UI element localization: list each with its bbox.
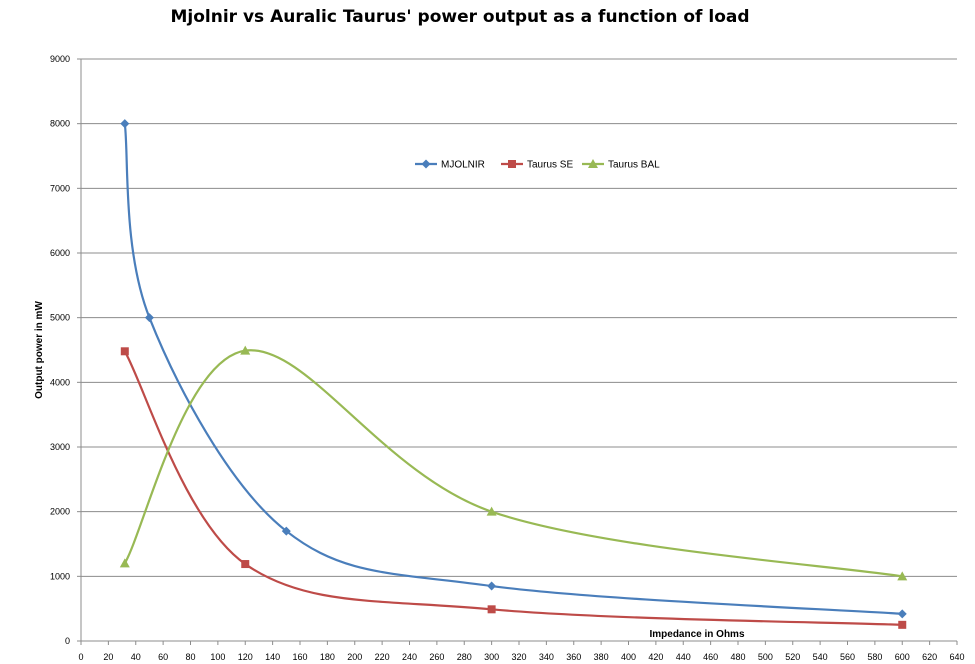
x-tick-label: 460	[703, 652, 718, 662]
legend-item-taurus-bal: Taurus BAL	[582, 159, 660, 171]
x-tick-label: 500	[758, 652, 773, 662]
y-tick-label: 9000	[50, 54, 70, 64]
legend-label-taurus-se: Taurus SE	[527, 160, 573, 171]
x-tick-label: 440	[676, 652, 691, 662]
x-tick-label: 600	[895, 652, 910, 662]
x-tick-label: 20	[103, 652, 113, 662]
data-point-taurus-bal	[240, 345, 251, 355]
x-tick-label: 380	[594, 652, 609, 662]
x-tick-label: 640	[949, 652, 964, 662]
data-point-taurus-se	[487, 605, 496, 614]
legend-marker-taurus-se	[508, 160, 516, 168]
legend-item-mjolnir: MJOLNIR	[415, 159, 485, 171]
x-tick-label: 300	[484, 652, 499, 662]
series-layer	[119, 119, 908, 629]
y-tick-label: 6000	[50, 248, 70, 258]
data-point-taurus-se	[241, 560, 250, 569]
x-tick-label: 140	[265, 652, 280, 662]
x-tick-label: 0	[78, 652, 83, 662]
x-tick-label: 180	[320, 652, 335, 662]
x-tick-label: 80	[185, 652, 195, 662]
data-point-taurus-se	[898, 620, 907, 629]
y-tick-label: 4000	[50, 377, 70, 387]
y-tick-label: 5000	[50, 313, 70, 323]
chart-title: Mjolnir vs Auralic Taurus' power output …	[170, 7, 749, 27]
x-tick-label: 540	[813, 652, 828, 662]
y-tick-label: 3000	[50, 442, 70, 452]
y-tick-label: 1000	[50, 571, 70, 581]
series-taurus-se	[120, 347, 907, 629]
data-point-mjolnir	[487, 581, 497, 591]
y-tick-label: 2000	[50, 507, 70, 517]
series-line-taurus-bal	[123, 349, 903, 578]
data-point-taurus-bal	[119, 558, 130, 568]
x-tick-label: 260	[429, 652, 444, 662]
x-tick-label: 520	[785, 652, 800, 662]
x-tick-label: 220	[375, 652, 390, 662]
series-line-taurus-se	[123, 350, 903, 626]
legend-label-taurus-bal: Taurus BAL	[608, 160, 660, 171]
x-tick-label: 200	[347, 652, 362, 662]
series-taurus-bal	[119, 345, 908, 581]
legend-marker-taurus-bal	[588, 159, 598, 168]
x-tick-label: 40	[131, 652, 141, 662]
x-tick-label: 400	[621, 652, 636, 662]
x-tick-labels: 0 20 40 60 80 100 120 140 160 180 200 220 240 260 280 3…	[78, 641, 965, 662]
x-tick-label: 480	[730, 652, 745, 662]
x-tick-label: 60	[158, 652, 168, 662]
series-line-mjolnir	[123, 123, 903, 615]
x-axis-label: Impedance in Ohms	[649, 629, 744, 640]
legend-marker-mjolnir	[421, 159, 431, 169]
data-point-mjolnir	[144, 313, 154, 323]
x-tick-label: 280	[457, 652, 472, 662]
x-tick-label: 100	[210, 652, 225, 662]
axes	[80, 59, 957, 642]
x-tick-label: 160	[292, 652, 307, 662]
x-tick-label: 620	[922, 652, 937, 662]
x-tick-label: 360	[566, 652, 581, 662]
x-tick-label: 420	[648, 652, 663, 662]
y-tick-labels: 0 1000 2000 3000 4000 5000 6000 7000 8000 9000	[50, 54, 70, 646]
y-axis-label: Output power in mW	[34, 301, 45, 399]
y-tick-label: 7000	[50, 183, 70, 193]
legend-label-mjolnir: MJOLNIR	[441, 160, 485, 171]
x-tick-label: 340	[539, 652, 554, 662]
y-tick-label: 8000	[50, 119, 70, 129]
x-tick-label: 560	[840, 652, 855, 662]
x-tick-label: 320	[511, 652, 526, 662]
data-point-taurus-bal	[897, 571, 908, 581]
data-point-mjolnir	[281, 526, 291, 536]
x-tick-label: 120	[238, 652, 253, 662]
data-point-taurus-se	[120, 347, 129, 356]
x-tick-label: 580	[867, 652, 882, 662]
gridlines	[77, 58, 957, 642]
x-tick-label: 240	[402, 652, 417, 662]
data-point-mjolnir	[120, 119, 130, 129]
data-point-mjolnir	[897, 609, 907, 619]
legend: MJOLNIR Taurus SE Taurus BAL	[415, 159, 660, 171]
data-point-taurus-bal	[486, 506, 497, 516]
series-mjolnir	[120, 119, 907, 619]
y-tick-label: 0	[65, 636, 70, 646]
legend-item-taurus-se: Taurus SE	[501, 160, 573, 171]
